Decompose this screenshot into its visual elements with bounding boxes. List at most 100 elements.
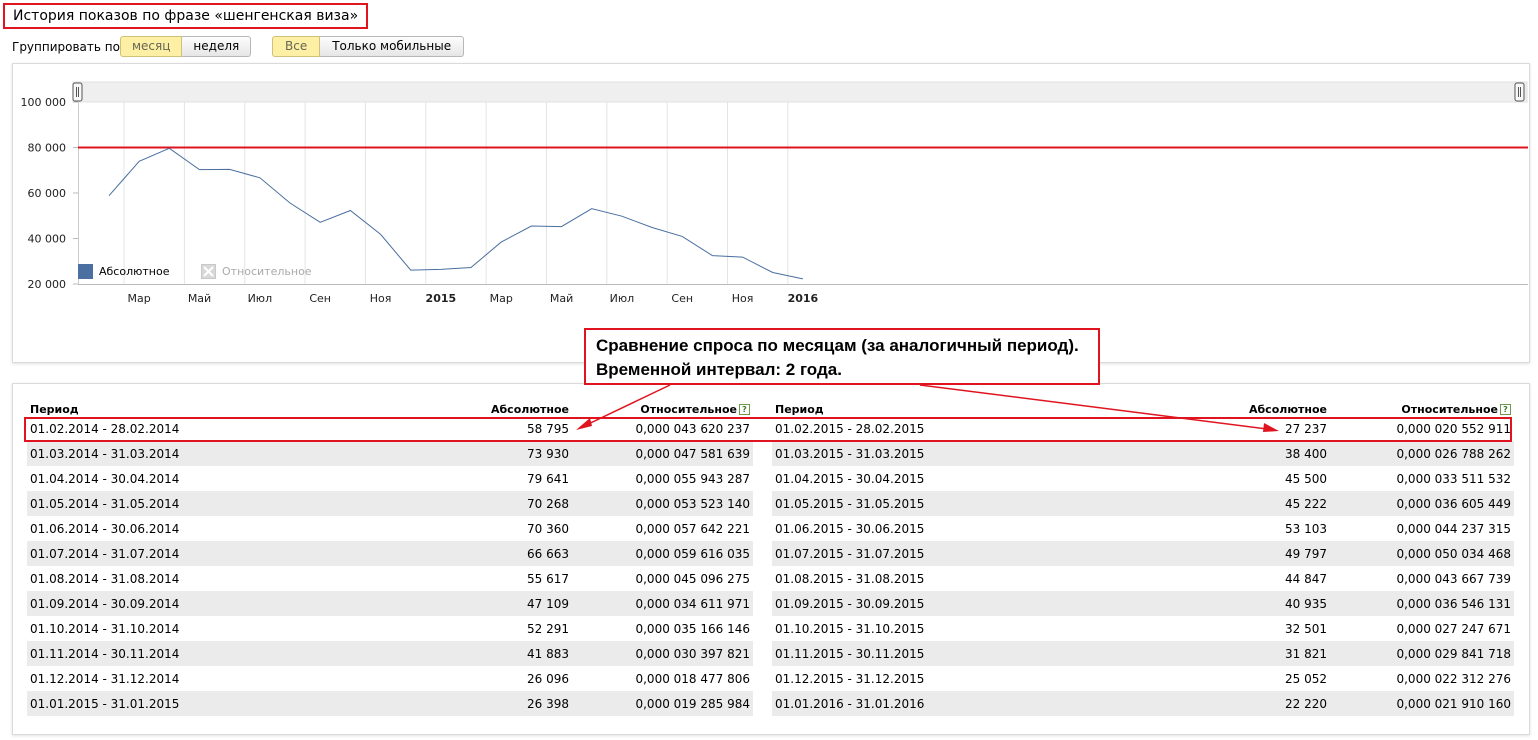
col-header-relative: Относительное? xyxy=(1330,397,1514,416)
y-tick-label: 80 000 xyxy=(28,142,67,155)
cell-relative: 0,000 018 477 806 xyxy=(635,671,750,686)
range-handle-left[interactable] xyxy=(72,82,83,102)
cell-absolute: 32 501 xyxy=(1285,621,1327,636)
help-icon[interactable]: ? xyxy=(1500,404,1511,415)
cell-absolute: 70 268 xyxy=(257,491,572,516)
cell-absolute: 49 797 xyxy=(1012,541,1330,566)
x-tick-label: Июл xyxy=(610,292,635,305)
group-by-label: Группировать по: xyxy=(12,40,125,54)
legend-item-relative[interactable]: Относительное xyxy=(201,264,312,279)
range-handle-right[interactable] xyxy=(1514,82,1525,102)
cell-absolute: 47 109 xyxy=(257,591,572,616)
device-mobile-button[interactable]: Только мобильные xyxy=(320,36,465,57)
table-row: 01.05.2015 - 31.05.2015 45 222 0,000 036 6… xyxy=(772,491,1514,516)
table-row: 01.10.2015 - 31.10.2015 32 501 0,000 027 2… xyxy=(772,616,1514,641)
table-row: 01.08.2015 - 31.08.2015 44 847 0,000 043 6… xyxy=(772,566,1514,591)
table-row: 01.02.2015 - 28.02.2015 27 237 0,000 020 5… xyxy=(772,416,1514,441)
table-row: 01.07.2014 - 31.07.2014 66 663 0,000 059 6… xyxy=(27,541,753,566)
cell-relative: 0,000 027 247 671 xyxy=(1396,621,1511,636)
table-row: 01.07.2015 - 31.07.2015 49 797 0,000 050 0… xyxy=(772,541,1514,566)
group-month-button[interactable]: месяц xyxy=(120,36,183,57)
legend-item-absolute[interactable]: Абсолютное xyxy=(78,264,169,279)
cell-relative: 0,000 043 620 237 xyxy=(635,421,750,436)
cell-period: 01.07.2014 - 31.07.2014 xyxy=(27,541,257,566)
annotation-arrow-right xyxy=(919,384,1276,431)
cell-relative: 0,000 021 910 160 xyxy=(1330,691,1514,716)
cell-period: 01.08.2014 - 31.08.2014 xyxy=(30,571,180,586)
table-left: Период Абсолютное Относительное? 01.02.2… xyxy=(27,397,753,716)
x-tick-label: 2016 xyxy=(788,292,819,305)
cell-absolute: 66 663 xyxy=(257,541,572,566)
col-header-period: Период xyxy=(30,403,79,416)
x-tick-label: Мар xyxy=(128,292,151,305)
table-row: 01.12.2014 - 31.12.2014 26 096 0,000 018 4… xyxy=(27,666,753,691)
cell-absolute: 31 821 xyxy=(1012,641,1330,666)
x-tick-label: Мар xyxy=(490,292,513,305)
cell-period: 01.05.2014 - 31.05.2014 xyxy=(27,491,257,516)
cell-absolute: 52 291 xyxy=(527,621,569,636)
chart-panel xyxy=(12,63,1530,363)
annotation-line-1: Сравнение спроса по месяцам (за аналогич… xyxy=(596,336,1079,355)
cell-absolute: 70 360 xyxy=(527,521,569,536)
arrow-head-right-icon xyxy=(1263,423,1279,432)
legend-disabled-x-icon xyxy=(201,264,216,279)
x-tick-label: Ноя xyxy=(370,292,392,305)
cell-relative: 0,000 036 605 449 xyxy=(1330,491,1514,516)
legend-label-absolute: Абсолютное xyxy=(99,265,170,278)
cell-absolute: 53 103 xyxy=(1285,521,1327,536)
x-tick-label: Сен xyxy=(309,292,331,305)
cell-relative: 0,000 050 034 468 xyxy=(1330,541,1514,566)
x-tick-label: Июл xyxy=(248,292,273,305)
table-row: 01.03.2015 - 31.03.2015 38 400 0,000 026 7… xyxy=(772,441,1514,466)
help-icon[interactable]: ? xyxy=(739,404,750,415)
series-absolute-line xyxy=(108,147,804,280)
device-all-button[interactable]: Все xyxy=(272,36,321,57)
col-header-relative-label: Относительное xyxy=(1401,403,1498,416)
table-row: 01.12.2015 - 31.12.2015 25 052 0,000 022 3… xyxy=(772,666,1514,691)
cell-absolute: 27 237 xyxy=(1285,421,1327,436)
page-title: История показов по фразе «шенгенская виз… xyxy=(3,3,369,29)
cell-absolute: 55 617 xyxy=(527,571,569,586)
cell-absolute: 38 400 xyxy=(1012,441,1330,466)
cell-absolute: 22 220 xyxy=(1012,691,1330,716)
cell-relative: 0,000 035 166 146 xyxy=(635,621,750,636)
cell-period: 01.08.2015 - 31.08.2015 xyxy=(775,571,925,586)
table-row: 01.11.2015 - 30.11.2015 31 821 0,000 029 8… xyxy=(772,641,1514,666)
cell-period: 01.04.2015 - 30.04.2015 xyxy=(775,471,925,486)
y-tick-label: 40 000 xyxy=(28,233,67,246)
annotation-arrow-left xyxy=(579,384,671,429)
line-chart: 100 000 80 000 60 000 40 000 20 000 Мар Май Ию… xyxy=(21,81,1528,305)
cell-absolute: 40 935 xyxy=(1012,591,1330,616)
table-row: 01.06.2015 - 30.06.2015 53 103 0,000 044 2… xyxy=(772,516,1514,541)
cell-relative: 0,000 022 312 276 xyxy=(1396,671,1511,686)
cell-period: 01.01.2016 - 31.01.2016 xyxy=(772,691,1012,716)
table-right: Период Абсолютное Относительное? 01.02.2… xyxy=(772,397,1514,716)
cell-absolute: 41 883 xyxy=(257,641,572,666)
table-row: 01.01.2015 - 31.01.2015 26 398 0,000 019 2… xyxy=(27,691,753,716)
group-week-button[interactable]: неделя xyxy=(182,36,252,57)
col-header-relative: Относительное? xyxy=(572,397,753,416)
x-tick-label: 2015 xyxy=(426,292,457,305)
cell-period: 01.05.2015 - 31.05.2015 xyxy=(772,491,1012,516)
cell-period: 01.09.2014 - 30.09.2014 xyxy=(27,591,257,616)
cell-absolute: 45 222 xyxy=(1012,491,1330,516)
y-tick-label: 20 000 xyxy=(28,278,67,291)
table-row: 01.06.2014 - 30.06.2014 70 360 0,000 057 6… xyxy=(27,516,753,541)
table-row: 01.11.2014 - 30.11.2014 41 883 0,000 030 3… xyxy=(27,641,753,666)
table-row: 01.01.2016 - 31.01.2016 22 220 0,000 021 9… xyxy=(772,691,1514,716)
cell-period: 01.10.2015 - 31.10.2015 xyxy=(775,621,925,636)
x-tick-label: Май xyxy=(550,292,573,305)
cell-period: 01.07.2015 - 31.07.2015 xyxy=(772,541,1012,566)
cell-period: 01.12.2014 - 31.12.2014 xyxy=(30,671,180,686)
cell-absolute: 45 500 xyxy=(1285,471,1327,486)
y-tick-label: 100 000 xyxy=(21,96,67,109)
table-row: 01.08.2014 - 31.08.2014 55 617 0,000 045 0… xyxy=(27,566,753,591)
cell-relative: 0,000 036 546 131 xyxy=(1330,591,1514,616)
table-row: 01.04.2015 - 30.04.2015 45 500 0,000 033 5… xyxy=(772,466,1514,491)
cell-relative: 0,000 043 667 739 xyxy=(1396,571,1511,586)
col-header-period: Период xyxy=(775,403,824,416)
cell-period: 01.03.2014 - 31.03.2014 xyxy=(27,441,257,466)
table-row: 01.03.2014 - 31.03.2014 73 930 0,000 047 5… xyxy=(27,441,753,466)
col-header-relative-label: Относительное xyxy=(640,403,737,416)
table-row: 01.02.2014 - 28.02.2014 58 795 0,000 043 6… xyxy=(27,416,753,441)
